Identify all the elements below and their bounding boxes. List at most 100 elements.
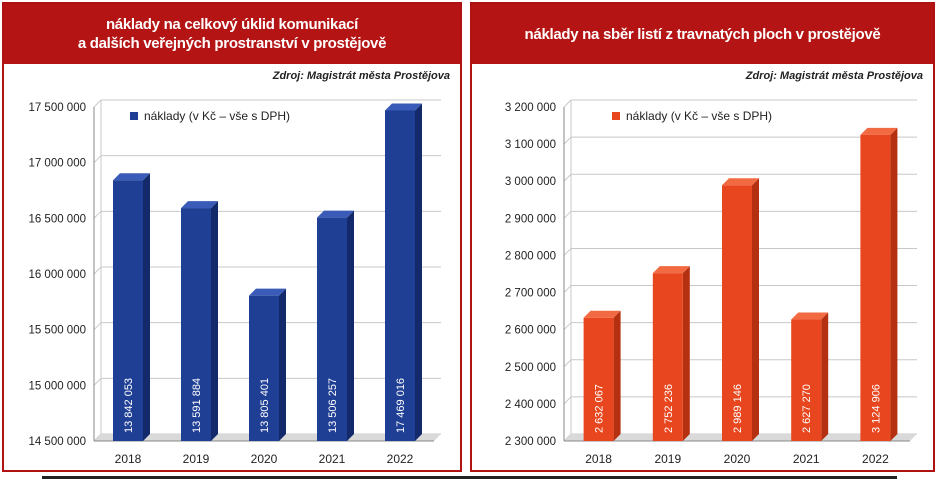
y-tick-label: 16 000 000 [28, 269, 86, 281]
chart-title-line-2: a dalších veřejných prostranství v prost… [77, 35, 387, 52]
x-tick-label: 2018 [585, 452, 612, 466]
bar [583, 317, 614, 441]
x-tick-label: 2021 [793, 452, 820, 466]
x-tick-label: 2018 [115, 452, 142, 466]
data-label: 13 805 401 [259, 378, 271, 433]
x-tick-label: 2022 [387, 452, 414, 466]
bar-chart-cleaning: 14 500 000 15 000 000 15 500 000 16 000 000… [28, 99, 441, 466]
data-label: 3 124 906 [870, 384, 882, 433]
grid-line-diagonal [93, 210, 102, 219]
chart-legend: náklady (v Kč – vše s DPH) [612, 109, 772, 123]
bar-top [249, 288, 286, 296]
y-tick-label: 2 500 000 [505, 362, 556, 374]
bar-top [113, 173, 150, 181]
data-label: 13 506 257 [327, 378, 339, 433]
chart-legend: náklady (v Kč – vše s DPH) [130, 109, 290, 123]
y-tick-label: 14 500 000 [28, 436, 86, 448]
bar-top [722, 178, 759, 186]
grid-line-diagonal [563, 210, 572, 219]
grid-line-diagonal [563, 99, 572, 108]
bar-side [890, 127, 898, 441]
bar-side [279, 288, 286, 441]
x-tick-label: 2022 [862, 452, 889, 466]
data-label: 2 632 067 [594, 384, 606, 433]
legend-label: náklady (v Kč – vše s DPH) [626, 109, 773, 123]
y-tick-label: 2 300 000 [505, 436, 556, 448]
chart-title-line-1: náklady na celkový úklid komunikací [105, 16, 359, 33]
bar-side [752, 178, 759, 442]
bar-top [860, 127, 898, 135]
bar [860, 134, 891, 441]
y-tick-label: 17 500 000 [28, 102, 86, 114]
bar-side [143, 173, 150, 441]
y-tick-label: 2 700 000 [505, 288, 556, 300]
data-label: 2 627 270 [801, 384, 813, 433]
y-tick-label: 15 500 000 [28, 325, 86, 337]
grid-line-diagonal [93, 266, 102, 275]
bar-top [583, 310, 621, 318]
bar-chart-leaves: 2 300 000 2 400 000 2 500 000 2 600 000 2 70… [505, 99, 917, 466]
bar [791, 319, 822, 441]
chart-title: náklady na sběr listí z travnatých ploch… [472, 4, 933, 64]
chart-panel-leaves: náklady na sběr listí z travnatých ploch… [470, 2, 935, 472]
legend-swatch [130, 112, 138, 120]
grid-line-diagonal [563, 248, 572, 256]
bar-top [385, 103, 422, 111]
grid-line-diagonal [563, 359, 572, 368]
grid-line-diagonal [563, 322, 572, 331]
data-label: 13 842 053 [123, 378, 135, 433]
grid-line-diagonal [563, 173, 572, 182]
bar [722, 185, 752, 441]
bar-top [181, 201, 218, 209]
chart-title-line-1: náklady na sběr listí z travnatých ploch… [524, 25, 881, 43]
x-tick-label: 2021 [319, 452, 346, 466]
x-tick-label: 2019 [183, 452, 210, 466]
y-tick-label: 2 600 000 [505, 325, 556, 337]
grid-line-diagonal [93, 322, 102, 331]
chart-panel-cleaning: náklady na celkový úklid komunikací a da… [2, 2, 462, 472]
bar [385, 110, 415, 441]
data-label: 2 752 236 [663, 384, 675, 433]
x-tick-label: 2020 [251, 452, 278, 466]
data-label: 17 469 016 [395, 378, 407, 433]
bar-side [613, 310, 621, 441]
chart-source: Zdroj: Magistrát města Prostějova [272, 70, 450, 82]
y-tick-label: 2 800 000 [505, 250, 556, 262]
bar-top [317, 210, 354, 218]
bar-side [682, 266, 690, 441]
data-label: 13 591 884 [191, 378, 203, 433]
bar [113, 180, 143, 441]
x-tick-label: 2020 [724, 452, 751, 466]
grid-line-diagonal [93, 155, 102, 164]
y-tick-label: 16 500 000 [28, 213, 86, 225]
y-tick-label: 3 000 000 [505, 176, 556, 188]
legend-swatch [612, 112, 620, 120]
legend-label: náklady (v Kč – vše s DPH) [144, 109, 291, 123]
y-tick-label: 2 900 000 [505, 213, 556, 225]
y-tick-label: 3 200 000 [505, 102, 556, 114]
grid-line-diagonal [563, 136, 572, 145]
bottom-rule [42, 476, 897, 479]
bar-side [821, 312, 829, 441]
y-tick-label: 15 000 000 [28, 380, 86, 392]
y-tick-label: 2 400 000 [505, 399, 556, 411]
grid-line-diagonal [563, 396, 572, 405]
y-tick-label: 3 100 000 [505, 139, 556, 151]
bar-top [791, 312, 829, 320]
bar-side [415, 103, 422, 441]
bar [317, 217, 347, 441]
bar-top [652, 266, 690, 274]
bar [249, 295, 279, 441]
bar [652, 273, 683, 441]
x-tick-label: 2019 [654, 452, 681, 466]
bar-side [211, 201, 218, 441]
y-tick-label: 17 000 000 [28, 158, 86, 170]
data-label: 2 989 146 [732, 384, 744, 433]
chart-title: náklady na celkový úklid komunikací a da… [4, 4, 460, 64]
bar-side [347, 210, 354, 441]
chart-source: Zdroj: Magistrát města Prostějova [745, 70, 923, 82]
grid-line-diagonal [563, 285, 572, 293]
bar [181, 208, 211, 441]
grid-line-diagonal [93, 377, 102, 386]
grid-line-diagonal [93, 99, 102, 108]
